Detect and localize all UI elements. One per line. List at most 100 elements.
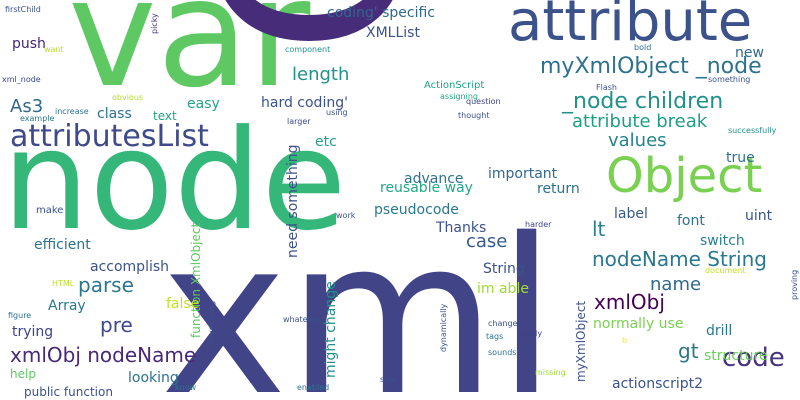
word: tags bbox=[486, 332, 503, 341]
word: new bbox=[735, 45, 764, 61]
word: accomplish bbox=[90, 259, 169, 275]
word: looking bbox=[128, 370, 179, 386]
word: figure bbox=[8, 311, 31, 320]
word: lt bbox=[592, 217, 606, 241]
word: harder bbox=[525, 220, 552, 229]
word: developing bbox=[207, 301, 216, 345]
word: myXmlObject _node bbox=[540, 54, 762, 79]
word: Q bbox=[168, 0, 459, 55]
word: easy bbox=[187, 96, 220, 112]
word: false bbox=[166, 296, 199, 312]
word: font bbox=[677, 213, 705, 229]
word: As3 bbox=[10, 96, 43, 117]
word: Object bbox=[606, 148, 762, 204]
word: size bbox=[380, 375, 396, 384]
word: myXmlObject bbox=[574, 301, 588, 382]
word: xmlObj nodeName bbox=[10, 343, 196, 367]
word: missing bbox=[535, 368, 566, 377]
word: gt bbox=[678, 339, 699, 363]
word: attribute break bbox=[572, 111, 708, 132]
word: thought bbox=[458, 111, 489, 120]
word: return bbox=[537, 181, 580, 197]
word: advance bbox=[404, 171, 464, 187]
word: hard coding' bbox=[261, 95, 348, 111]
word: node bbox=[2, 100, 346, 261]
word: efficient bbox=[34, 237, 91, 253]
word: length bbox=[292, 64, 349, 85]
word: normally use bbox=[593, 316, 683, 332]
word: know bbox=[175, 383, 197, 392]
word: label bbox=[614, 206, 648, 222]
word: name bbox=[650, 274, 701, 295]
word: using bbox=[326, 108, 348, 117]
word: trying bbox=[12, 324, 53, 340]
word: assigning bbox=[440, 92, 478, 101]
word: something bbox=[708, 75, 750, 84]
word: HTML bbox=[52, 279, 75, 288]
word: xmlObj bbox=[594, 290, 665, 314]
word: question bbox=[466, 97, 501, 106]
word: values bbox=[608, 130, 667, 151]
word: larger bbox=[287, 117, 311, 126]
word: actionscript2 bbox=[612, 376, 703, 392]
word: xml bbox=[160, 192, 556, 400]
word: public function bbox=[24, 385, 113, 399]
word: example bbox=[20, 114, 55, 123]
word: proving bbox=[790, 270, 799, 300]
word: class bbox=[97, 106, 132, 122]
word: pre bbox=[100, 313, 133, 337]
word: push bbox=[12, 36, 46, 52]
word: im able bbox=[477, 281, 529, 297]
word: firstChild bbox=[5, 5, 41, 14]
word: enabled bbox=[297, 383, 329, 392]
word: case bbox=[466, 231, 507, 252]
word: function XmlObject bbox=[189, 223, 203, 338]
word: coding' specific bbox=[327, 5, 435, 21]
word: whatever bbox=[283, 315, 321, 324]
word: attributesList bbox=[10, 119, 209, 154]
word: dynamically bbox=[439, 303, 448, 352]
word: parse bbox=[78, 273, 134, 297]
word: nodeName String bbox=[592, 247, 767, 271]
word: might change bbox=[323, 281, 339, 378]
word: ActionScript bbox=[424, 80, 484, 91]
word: b bbox=[622, 336, 627, 345]
word: var bbox=[68, 0, 311, 121]
word: want bbox=[44, 45, 64, 54]
word: switch bbox=[700, 233, 745, 249]
word: help bbox=[10, 367, 36, 381]
word: need something bbox=[285, 144, 301, 258]
word: Thanks bbox=[435, 220, 486, 236]
word: document bbox=[705, 266, 745, 275]
word: important bbox=[488, 166, 558, 182]
word: String bbox=[483, 261, 525, 277]
word: bold bbox=[634, 43, 651, 52]
word: code bbox=[722, 343, 785, 373]
word: xml_node bbox=[2, 75, 41, 84]
word: true bbox=[726, 150, 755, 166]
word: increase bbox=[55, 107, 89, 116]
word: text bbox=[153, 109, 177, 123]
word: obvious bbox=[112, 93, 143, 102]
word: successfully bbox=[728, 126, 777, 135]
word: really bbox=[520, 329, 542, 338]
word: uint bbox=[745, 208, 773, 224]
word: drill bbox=[706, 323, 732, 339]
word: attribute bbox=[508, 0, 752, 54]
word: sounds bbox=[488, 348, 516, 357]
word: etc bbox=[315, 134, 337, 150]
word: Flash bbox=[596, 83, 617, 92]
word: picky bbox=[150, 13, 159, 34]
word: reusable way bbox=[380, 180, 473, 196]
word: work bbox=[336, 211, 356, 220]
word: _node children bbox=[561, 89, 723, 114]
word: pseudocode bbox=[374, 202, 459, 218]
word: Array bbox=[48, 298, 86, 314]
word: component bbox=[285, 45, 330, 54]
word: structure bbox=[704, 348, 768, 364]
word: XMLList bbox=[366, 25, 420, 41]
word: change bbox=[488, 319, 518, 328]
word: make bbox=[36, 205, 63, 216]
